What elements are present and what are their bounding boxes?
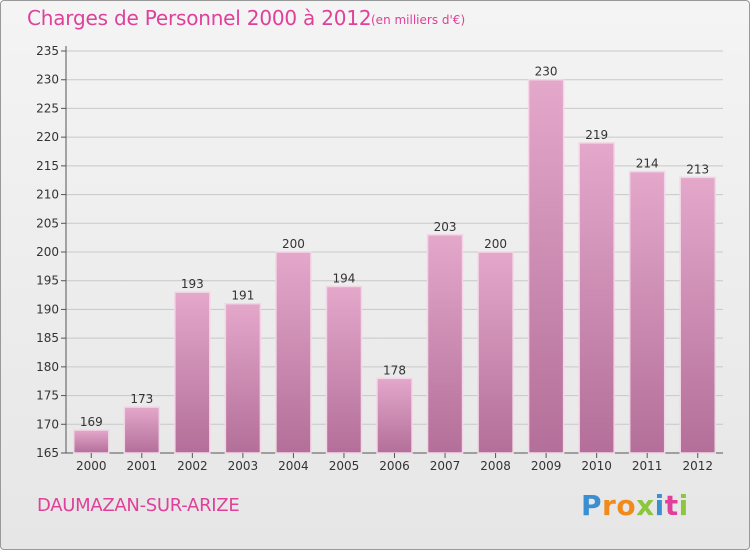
x-tick-label: 2004 [278,459,309,473]
bar [426,234,464,454]
bar [477,251,514,454]
x-tick-label: 2008 [480,459,511,473]
y-tick-label: 195 [36,274,59,288]
bar [275,251,312,454]
bar-value-label: 194 [333,271,356,285]
bar-value-label: 191 [231,289,254,303]
chart-title: Charges de Personnel 2000 à 2012 [27,6,372,30]
bars [73,78,716,454]
y-tick-label: 180 [36,360,59,374]
y-tick-label: 235 [36,44,59,58]
bar-value-label: 169 [80,415,103,429]
y-tick-label: 200 [36,245,59,259]
x-tick-label: 2011 [632,459,663,473]
logo-letter: i [654,489,665,522]
chart-subtitle: (en milliers d'€) [371,13,466,27]
bar-value-label: 213 [686,162,709,176]
bar-value-label: 203 [434,220,457,234]
y-tick-label: 225 [36,101,59,115]
y-tick-label: 190 [36,302,59,316]
logo-letter: t [664,489,679,522]
proxiti-logo[interactable]: Proxiti [581,489,689,522]
bar [73,429,110,454]
logo-letter: i [678,489,689,522]
y-tick-label: 230 [36,73,59,87]
bar-value-label: 230 [535,65,558,79]
bar-value-label: 193 [181,277,204,291]
bar [325,285,363,454]
bar-value-label: 178 [383,363,406,377]
x-tick-label: 2001 [127,459,158,473]
x-axis-ticks: 2000 2001 2002 2003 2004 2005 2006 2007 2008 2009… [76,453,713,473]
bar [123,406,161,454]
bar-value-label: 219 [585,128,608,142]
x-tick-label: 2000 [76,459,107,473]
x-tick-label: 2006 [379,459,410,473]
logo-letter: x [636,489,655,522]
town-name: DAUMAZAN-SUR-ARIZE [37,495,240,516]
bar [224,302,262,454]
y-tick-label: 170 [36,417,59,431]
y-tick-label: 165 [36,446,59,460]
y-tick-label: 215 [36,159,59,173]
y-tick-label: 185 [36,331,59,345]
bar [628,170,666,454]
x-tick-label: 2007 [430,459,461,473]
y-tick-label: 205 [36,216,59,230]
bar-value-label: 200 [282,237,305,251]
y-tick-label: 175 [36,389,59,403]
logo-letter: P [581,489,603,522]
x-tick-label: 2012 [682,459,713,473]
bar-value-label: 214 [636,157,659,171]
x-tick-label: 2002 [177,459,208,473]
y-axis-ticks: 165 170 175 180 185 190 195 200 205 210 215 220 225 2… [36,44,66,460]
bar [679,176,716,454]
bar-value-labels: 169 173 193 191 200 194 178 203 200 230 219 214 213 [80,65,709,429]
bar [578,142,615,454]
x-tick-label: 2005 [329,459,360,473]
x-tick-label: 2003 [228,459,259,473]
bar [527,78,565,454]
bar [174,291,211,454]
bar-value-label: 200 [484,237,507,251]
bar-chart: 165 170 175 180 185 190 195 200 205 210 215 220 225 2… [36,44,723,473]
logo-letter: r [602,489,617,522]
y-tick-label: 220 [36,130,59,144]
logo-letter: o [616,489,637,522]
bar-value-label: 173 [130,392,153,406]
y-tick-label: 210 [36,188,59,202]
bar [376,377,413,454]
x-tick-label: 2010 [581,459,612,473]
x-tick-label: 2009 [531,459,562,473]
